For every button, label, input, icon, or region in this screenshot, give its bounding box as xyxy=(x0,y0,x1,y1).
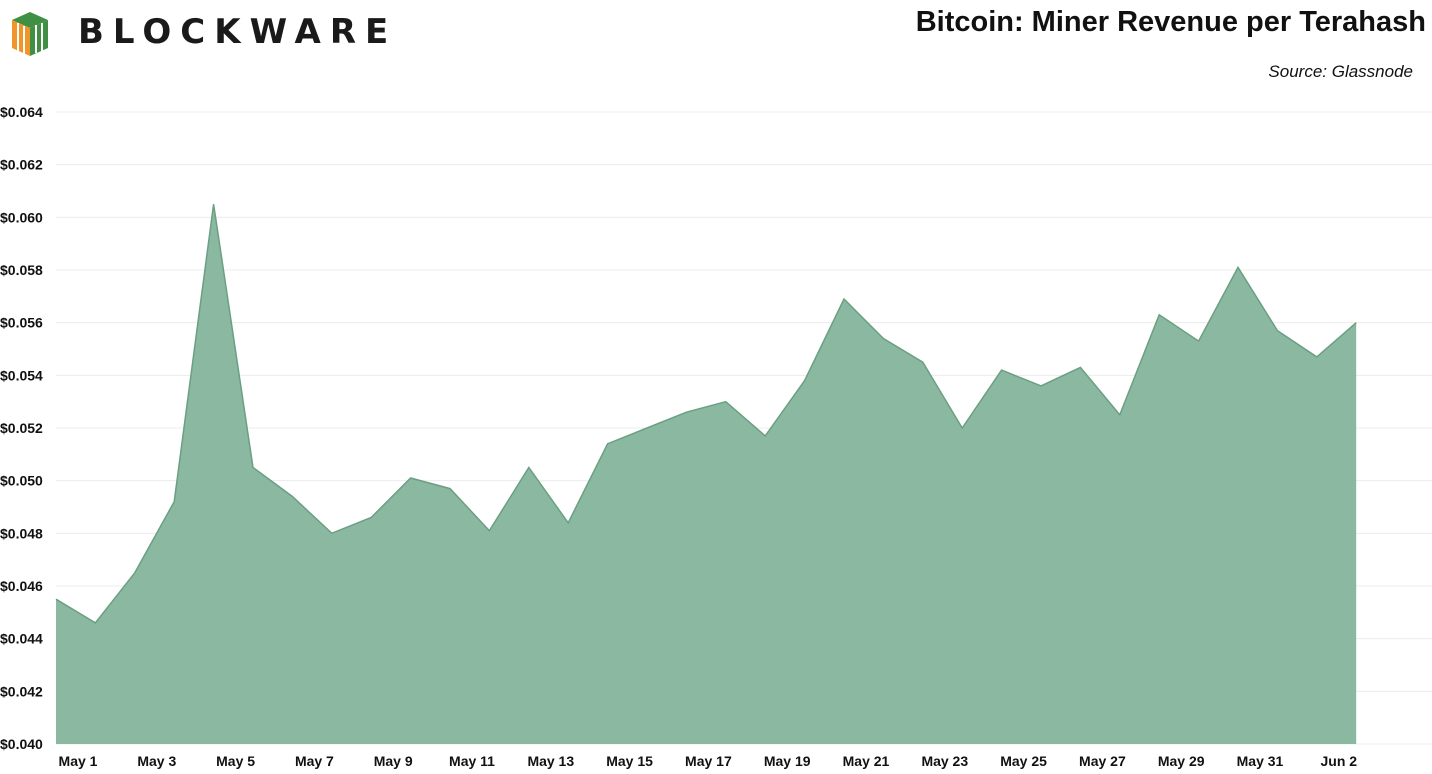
x-axis-ticks: May 1 May 3 May 5 May 7 May 9 May 11 May 13 May… xyxy=(59,753,1358,769)
y-tick-label: $0.060 xyxy=(0,209,43,225)
x-tick-label: May 19 xyxy=(764,753,811,769)
x-tick-label: May 5 xyxy=(216,753,255,769)
y-tick-label: $0.046 xyxy=(0,578,43,594)
y-tick-label: $0.050 xyxy=(0,473,43,489)
y-tick-label: $0.062 xyxy=(0,157,43,173)
x-tick-label: May 23 xyxy=(921,753,968,769)
y-tick-label: $0.044 xyxy=(0,631,43,647)
series-line xyxy=(55,204,1357,624)
y-tick-label: $0.054 xyxy=(0,367,43,383)
x-tick-label: Jun 2 xyxy=(1321,753,1358,769)
y-tick-label: $0.048 xyxy=(0,525,43,541)
x-tick-label: May 27 xyxy=(1079,753,1126,769)
x-tick-label: May 29 xyxy=(1158,753,1205,769)
x-tick-label: May 3 xyxy=(137,753,176,769)
x-tick-label: May 1 xyxy=(59,753,98,769)
x-tick-label: May 21 xyxy=(843,753,890,769)
brand-name: BLOCKWARE xyxy=(78,12,398,52)
y-tick-label: $0.056 xyxy=(0,315,43,331)
y-tick-label: $0.064 xyxy=(0,104,43,120)
x-tick-label: May 15 xyxy=(606,753,653,769)
y-axis-ticks: $0.040 $0.042 $0.044 $0.046 $0.048 $0.050 $0.0… xyxy=(0,104,43,752)
blockware-cube-icon xyxy=(12,12,48,56)
y-tick-label: $0.052 xyxy=(0,420,43,436)
x-tick-label: May 17 xyxy=(685,753,732,769)
y-tick-label: $0.042 xyxy=(0,683,43,699)
x-tick-label: May 13 xyxy=(527,753,574,769)
x-tick-label: May 25 xyxy=(1000,753,1047,769)
x-tick-label: May 11 xyxy=(449,753,495,769)
chart-source: Source: Glassnode xyxy=(1268,62,1413,81)
x-tick-label: May 7 xyxy=(295,753,334,769)
x-tick-label: May 31 xyxy=(1237,753,1284,769)
y-tick-label: $0.040 xyxy=(0,736,43,752)
series-area xyxy=(55,204,1357,744)
area-fill xyxy=(56,204,1357,744)
x-tick-label: May 9 xyxy=(374,753,413,769)
y-tick-label: $0.058 xyxy=(0,262,43,278)
chart-title: Bitcoin: Miner Revenue per Terahash xyxy=(915,6,1426,38)
brand-logo: BLOCKWARE xyxy=(8,6,388,60)
